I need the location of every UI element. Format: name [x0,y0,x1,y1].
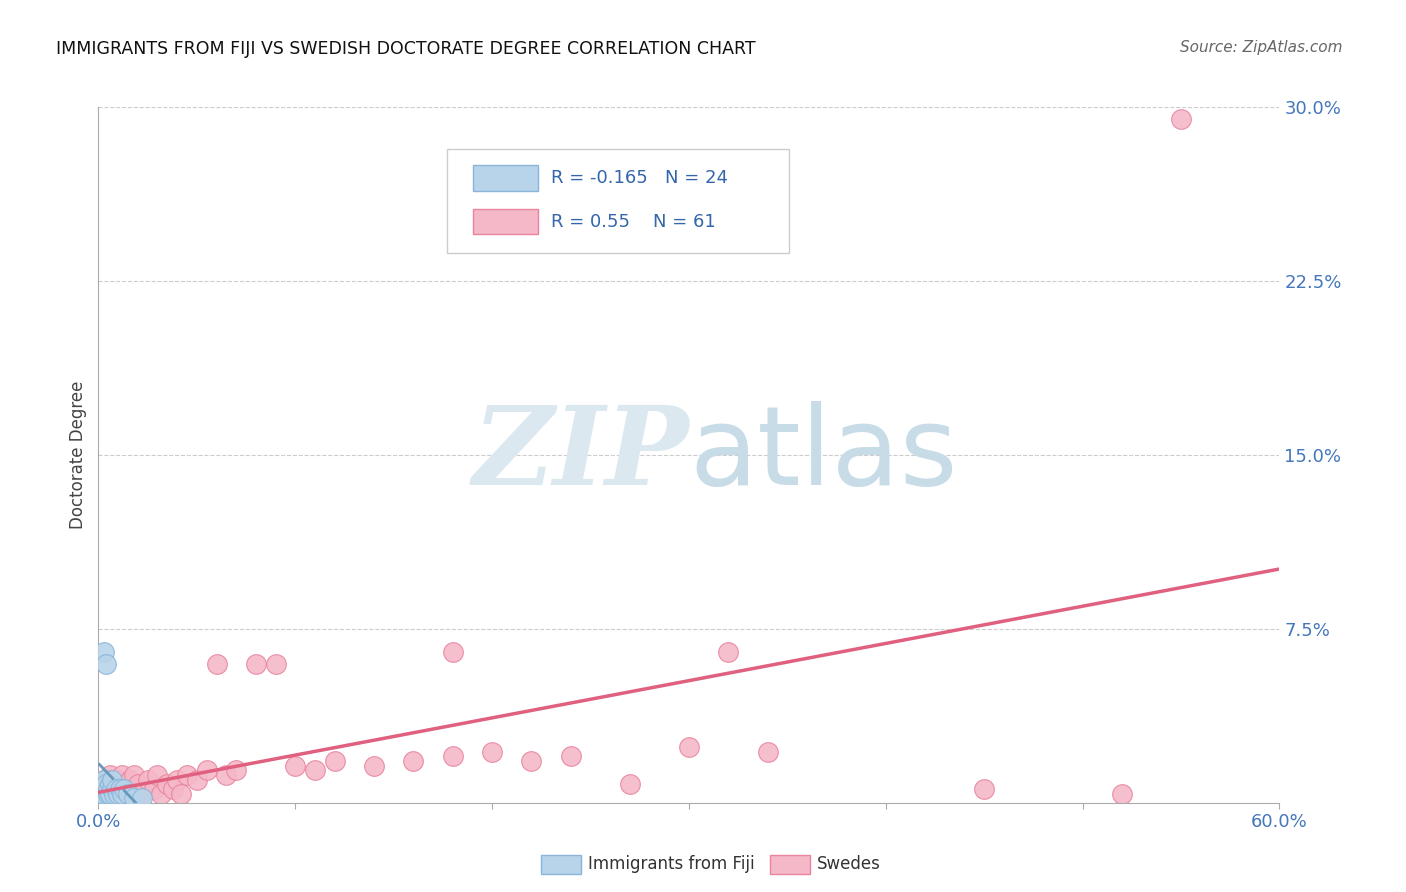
Point [112,787,135,801]
Point [111,787,134,801]
Point [91,781,114,796]
Point [107,772,129,787]
Point [105,777,128,791]
Point [93,645,115,659]
Point [127,777,149,791]
Point [101,772,124,787]
Point [176,768,198,782]
Point [103,787,125,801]
Point [89,787,111,801]
Point [96,781,118,796]
Point [717,645,740,659]
Point [98,768,121,782]
Point [103,787,125,801]
Point [245,657,267,671]
Point [441,645,464,659]
Point [186,772,208,787]
Point [91,781,114,796]
Point [619,777,641,791]
Point [1170,112,1192,126]
Point [118,772,141,787]
Point [215,768,238,782]
Point [97,781,120,796]
Point [136,772,159,787]
Point [284,758,307,772]
Point [162,781,184,796]
Point [146,768,169,782]
Point [107,787,129,801]
Point [97,787,120,801]
Point [117,781,139,796]
Point [112,781,135,796]
Point [101,781,124,796]
Point [108,781,131,796]
Point [91,777,114,791]
Point [101,772,124,787]
Point [96,777,118,791]
Point [98,787,121,801]
Point [107,787,129,801]
Bar [472,210,537,235]
Point [441,749,464,764]
Bar [472,166,537,191]
Text: atlas: atlas [689,401,957,508]
Point [117,787,139,801]
FancyBboxPatch shape [447,149,789,253]
Text: Immigrants from Fiji: Immigrants from Fiji [588,855,755,873]
Point [560,749,582,764]
Point [131,787,153,801]
Point [108,781,131,796]
Point [170,787,193,801]
Point [97,777,120,791]
Point [98,781,121,796]
Point [205,657,228,671]
Point [142,781,165,796]
Point [93,787,115,801]
Point [98,777,121,791]
Point [93,772,115,787]
Y-axis label: Doctorate Degree: Doctorate Degree [69,381,87,529]
Text: Source: ZipAtlas.com: Source: ZipAtlas.com [1180,40,1343,55]
Point [96,777,118,791]
Point [1111,787,1133,801]
Point [131,791,153,805]
Point [520,754,543,768]
Point [115,777,138,791]
Point [121,787,143,801]
Text: Swedes: Swedes [817,855,880,873]
Point [363,758,385,772]
Point [756,745,779,759]
Point [101,781,124,796]
Text: R = -0.165   N = 24: R = -0.165 N = 24 [551,169,728,187]
Point [304,764,326,778]
Point [96,657,118,671]
Point [122,791,145,805]
Point [323,754,346,768]
Point [156,777,179,791]
Point [97,787,120,801]
Text: IMMIGRANTS FROM FIJI VS SWEDISH DOCTORATE DEGREE CORRELATION CHART: IMMIGRANTS FROM FIJI VS SWEDISH DOCTORAT… [56,40,756,58]
Point [122,768,145,782]
Text: ZIP: ZIP [472,401,689,508]
Point [225,764,247,778]
Point [195,764,218,778]
Point [678,740,700,755]
Text: R = 0.55    N = 61: R = 0.55 N = 61 [551,213,716,231]
Point [481,745,503,759]
Point [93,787,115,801]
Point [973,781,995,796]
Point [89,787,111,801]
Point [264,657,287,671]
Point [105,781,128,796]
Point [93,772,115,787]
Point [125,781,148,796]
Point [91,777,114,791]
Point [96,781,118,796]
Point [402,754,425,768]
Point [111,768,134,782]
Point [166,772,188,787]
Point [150,787,173,801]
